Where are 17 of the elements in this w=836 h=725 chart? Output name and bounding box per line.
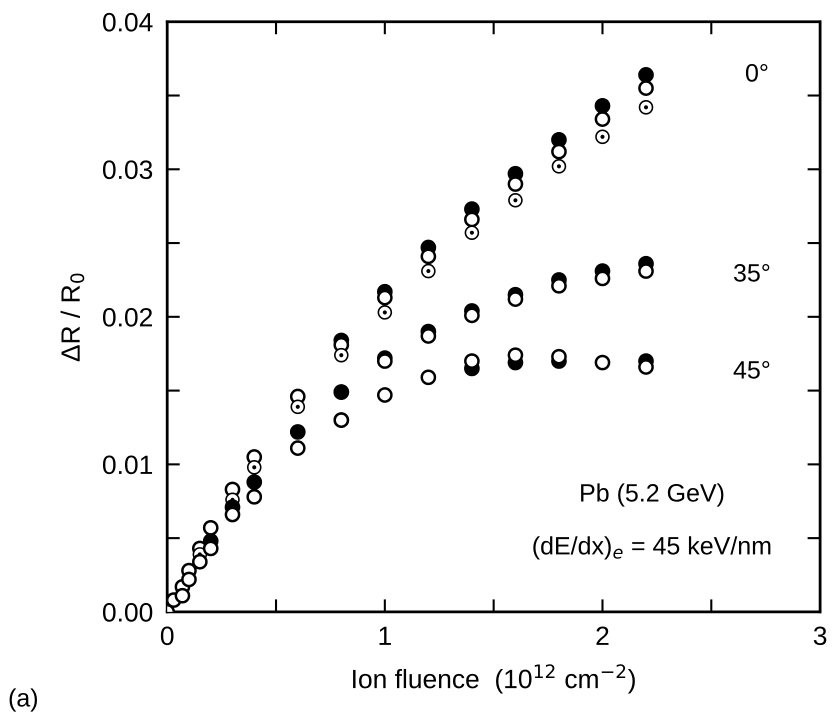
y-tick-label: 0.03 <box>102 160 152 180</box>
y-tick-label: 0.04 <box>102 12 153 32</box>
annotation: Pb (5.2 GeV) <box>581 483 724 507</box>
y-tick-label: 0.01 <box>102 455 152 474</box>
x-axis-title: Ion fluence (10$^{12}$ cm$^{−2}$) <box>353 664 635 694</box>
x-tick-label: 0 <box>160 626 174 646</box>
text: (a) <box>10 688 37 712</box>
annotation: 0° <box>746 64 768 82</box>
annotation: (dE/dx)$_{e}$ = 45 keV/nm <box>533 536 770 560</box>
annotation: 45° <box>734 361 770 379</box>
y-axis-title: ΔR / R$_{0}$ <box>60 274 84 362</box>
x-tick-label: 3 <box>814 626 826 646</box>
x-tick-label: 1 <box>380 626 391 645</box>
annotation: 35° <box>734 264 770 282</box>
y-tick-label: 0.02 <box>102 308 152 327</box>
y-tick-label: 0.00 <box>102 603 152 622</box>
x-tick-label: 2 <box>596 626 608 645</box>
